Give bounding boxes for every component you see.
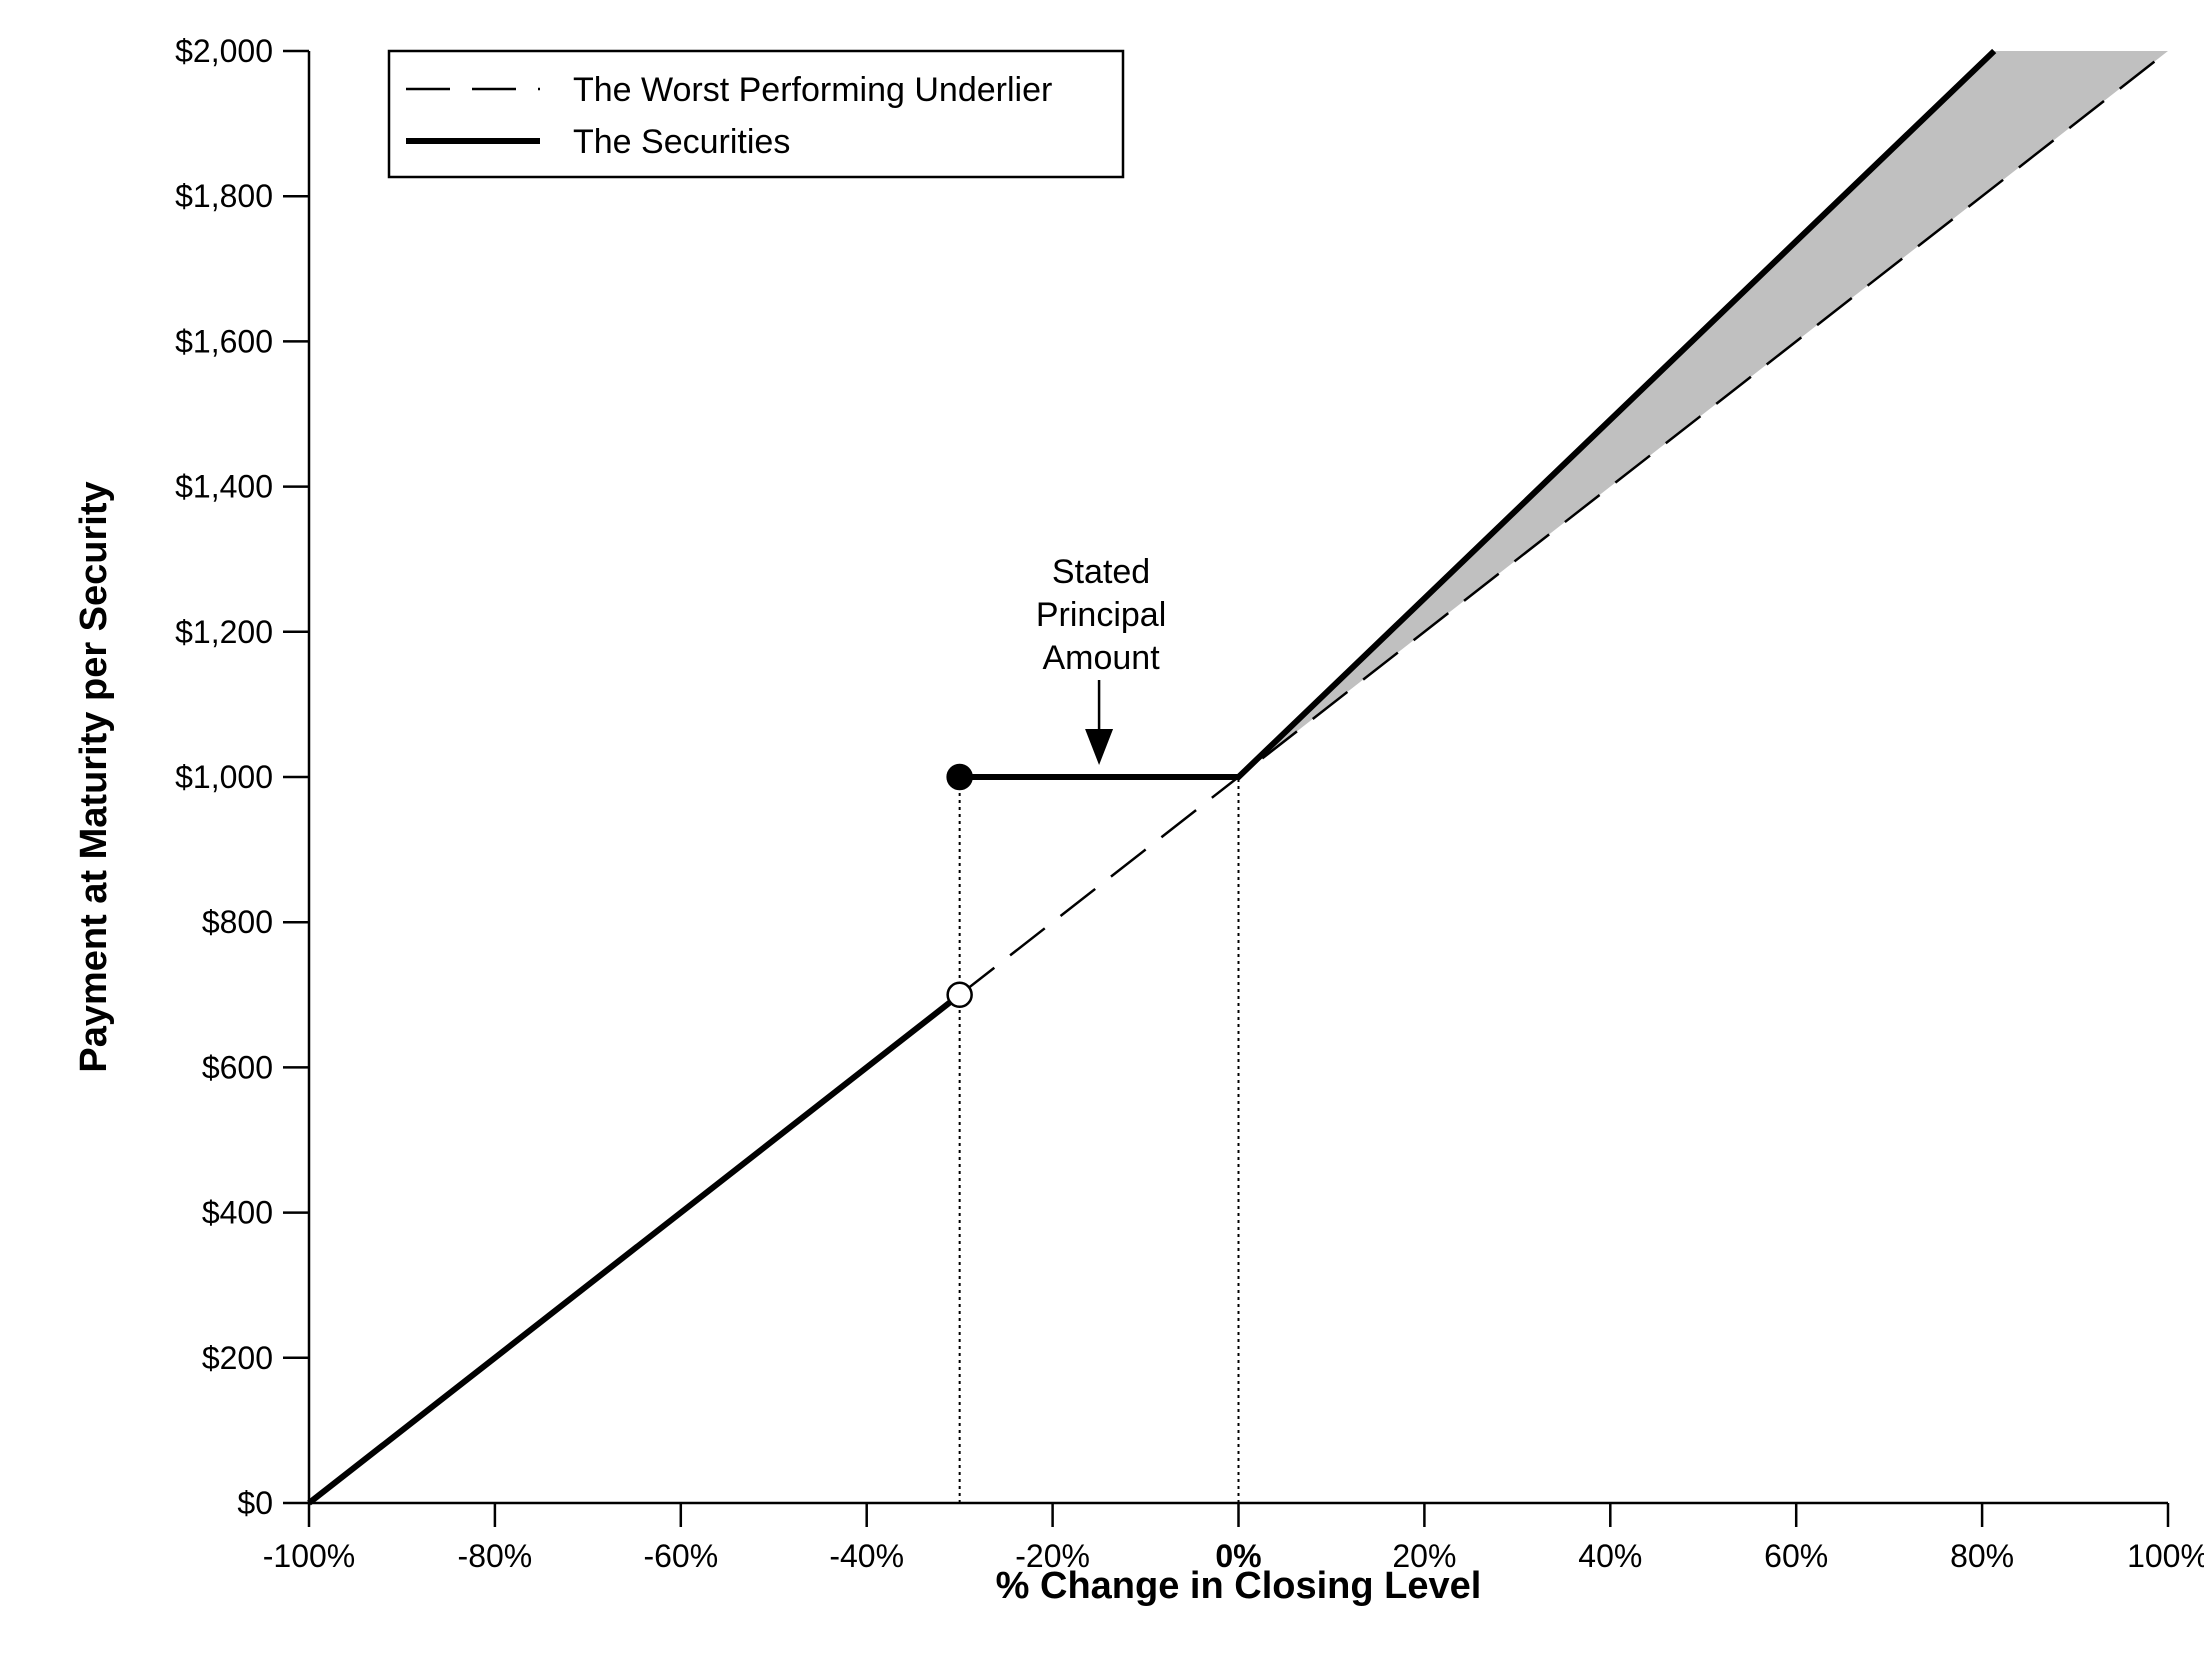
annotation-text-line: Amount — [1042, 639, 1160, 677]
x-tick-label: 20% — [1392, 1538, 1456, 1574]
securities-line-segment-0 — [307, 992, 962, 1506]
y-tick-label: $0 — [237, 1485, 273, 1521]
x-tick-label: 40% — [1578, 1538, 1642, 1574]
legend-box — [387, 49, 1125, 179]
y-tick-label: $1,800 — [175, 178, 273, 214]
open-marker — [946, 981, 973, 1009]
y-tick-label: $600 — [202, 1049, 273, 1085]
reference-lines — [958, 777, 1240, 1503]
legend: The Worst Performing Underlier The Securi… — [387, 49, 1125, 179]
legend-label: The Worst Performing Underlier — [573, 71, 1052, 109]
y-tick-label: $1,200 — [175, 614, 273, 650]
y-tick-label: $400 — [202, 1195, 273, 1231]
y-tick-label: $1,000 — [175, 759, 273, 795]
x-tick-label: -80% — [458, 1538, 533, 1574]
series-lines — [307, 48, 2169, 1506]
x-tick-label: 100% — [2127, 1538, 2204, 1574]
annotation: Stated Principal Amount — [1036, 553, 1166, 765]
y-tick-label: $1,600 — [175, 323, 273, 359]
y-tick-label: $200 — [202, 1340, 273, 1376]
filled-marker — [946, 763, 973, 791]
x-tick-label: 80% — [1950, 1538, 2014, 1574]
x-tick-label: -40% — [829, 1538, 904, 1574]
y-tick-label: $800 — [202, 904, 273, 940]
axes: $0 $200 $400 $600 $800 $1,000 $1,200 $1,400 $1,6… — [175, 33, 2204, 1574]
annotation-text-line: Stated — [1052, 553, 1150, 591]
y-axis-title: Payment at Maturity per Security — [73, 481, 115, 1072]
annotation-text-line: Principal — [1036, 596, 1166, 634]
x-tick-label: -20% — [1015, 1538, 1090, 1574]
legend-label: The Securities — [573, 123, 790, 161]
x-axis-title: % Change in Closing Level — [996, 1565, 1482, 1607]
x-tick-label: 0% — [1215, 1538, 1261, 1574]
y-tick-label: $1,400 — [175, 469, 273, 505]
x-tick-label: -60% — [643, 1538, 718, 1574]
securities-line-segment-1 — [959, 48, 1997, 780]
y-tick-label: $2,000 — [175, 33, 273, 69]
x-tick-label: 60% — [1764, 1538, 1828, 1574]
annotation-arrow-head — [1085, 729, 1114, 765]
markers — [946, 763, 973, 1009]
x-tick-label: -100% — [263, 1538, 356, 1574]
